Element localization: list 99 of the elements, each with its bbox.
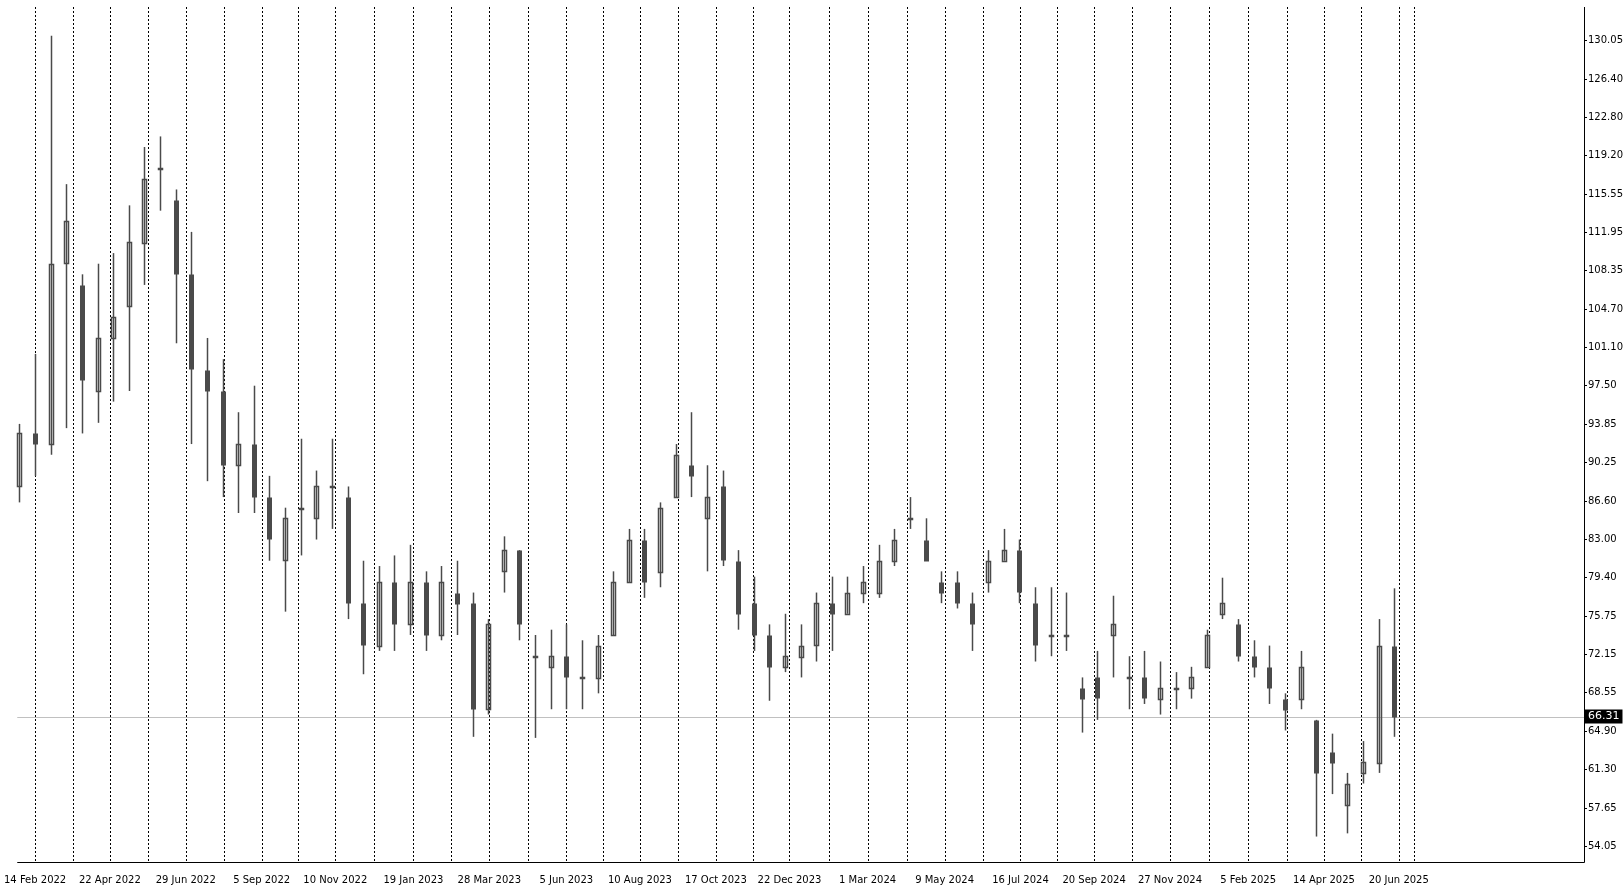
- candlestick: [141, 146, 148, 286]
- candlestick: [1376, 618, 1383, 774]
- candlestick: [689, 411, 694, 498]
- candlestick: [1188, 666, 1195, 700]
- candlestick: [1204, 628, 1211, 669]
- x-tick-label: 28 Mar 2023: [457, 873, 521, 885]
- x-tick-label: 5 Feb 2025: [1220, 873, 1277, 885]
- y-tick-label: 111.95: [1588, 226, 1623, 238]
- candlestick: [626, 528, 633, 584]
- y-tick-label: 90.25: [1588, 456, 1617, 468]
- y-tick-label: 130.05: [1588, 34, 1623, 46]
- candlestick: [205, 337, 210, 482]
- candlestick: [407, 544, 414, 636]
- x-tick-label: 5 Jun 2023: [539, 873, 594, 885]
- y-tick-label: 64.90: [1588, 725, 1617, 737]
- y-tick-label: 86.60: [1588, 494, 1617, 506]
- y-tick-label: 97.50: [1588, 379, 1617, 391]
- x-tick-label: 10 Aug 2023: [607, 873, 672, 885]
- candlestick: [813, 591, 820, 663]
- candlestick: [1095, 650, 1100, 721]
- x-tick-label: 14 Feb 2022: [3, 873, 67, 885]
- x-tick-label: 1 Mar 2024: [839, 873, 897, 885]
- y-tick-label: 108.35: [1588, 264, 1623, 276]
- candlestick: [657, 501, 664, 588]
- candlestick: [782, 613, 789, 673]
- candlestick: [1080, 676, 1085, 734]
- candlestick: [798, 623, 805, 679]
- x-tick-label: 20 Jun 2025: [1368, 873, 1429, 885]
- y-tick-label: 122.80: [1588, 110, 1623, 122]
- y-tick-label: 68.55: [1588, 686, 1617, 698]
- x-tick-label: 5 Sep 2022: [233, 873, 291, 885]
- candlestick: [501, 535, 508, 594]
- candlestick: [891, 528, 898, 567]
- y-tick-label: 126.40: [1588, 72, 1623, 84]
- candlestick: [1001, 528, 1008, 563]
- y-tick-label: 79.40: [1588, 571, 1617, 583]
- candlestick: [1110, 594, 1117, 679]
- candlestick: [1298, 650, 1305, 710]
- y-tick-label: 57.65: [1588, 802, 1617, 814]
- candlestick: [673, 443, 680, 499]
- candlestick: [63, 183, 70, 429]
- x-tick-label: 29 Jun 2022: [155, 873, 216, 885]
- candlestick: [95, 262, 102, 424]
- y-tick-label: 83.00: [1588, 533, 1617, 545]
- candlestick: [704, 464, 711, 573]
- x-tick-label: 22 Dec 2023: [757, 873, 822, 885]
- ref-line-label: 66.31: [1588, 709, 1620, 723]
- x-tick-label: 20 Sep 2024: [1062, 873, 1126, 885]
- candlestick: [1252, 639, 1257, 679]
- y-tick-label: 115.55: [1588, 187, 1623, 199]
- candlestick: [1330, 732, 1335, 795]
- candlestick: [924, 517, 929, 562]
- y-tick-label: 72.15: [1588, 648, 1617, 660]
- candlestick: [282, 506, 289, 613]
- candlestick: [860, 565, 867, 604]
- x-tick-label: 17 Oct 2023: [684, 873, 747, 885]
- y-tick-label: 101.10: [1588, 341, 1623, 353]
- candlestick: [376, 565, 383, 652]
- y-tick-label: 75.75: [1588, 610, 1617, 622]
- candlestick: [126, 204, 133, 392]
- x-tick-label: 16 Jul 2024: [992, 873, 1049, 885]
- candlestick: [33, 353, 38, 477]
- candlestick: [564, 623, 569, 710]
- candlestick: [1360, 740, 1367, 785]
- candlestick: [1219, 576, 1226, 620]
- x-tick-label: 14 Apr 2025: [1293, 873, 1355, 885]
- candlestick: [610, 570, 617, 637]
- candlestick: [16, 423, 23, 504]
- y-tick-label: 93.85: [1588, 418, 1617, 430]
- candlestick: [313, 469, 320, 541]
- candlestick: [485, 618, 492, 716]
- candlestick: [1283, 692, 1288, 732]
- y-tick-label: 54.05: [1588, 840, 1617, 852]
- candlestick: [876, 544, 883, 599]
- candlestick: [548, 628, 555, 710]
- candlestick: [830, 575, 835, 652]
- candlestick: [595, 634, 602, 695]
- y-tick-label: 104.70: [1588, 302, 1623, 314]
- candlestick: [438, 565, 445, 642]
- candlestick: [455, 559, 460, 636]
- y-tick-label: 61.30: [1588, 763, 1617, 775]
- candlestick: [970, 591, 975, 652]
- candlestick: [1157, 660, 1164, 716]
- candlestick: [235, 411, 242, 514]
- x-tick-label: 10 Nov 2022: [303, 873, 368, 885]
- y-tick-label: 119.20: [1588, 149, 1623, 161]
- candlestick: [1344, 772, 1351, 835]
- x-tick-label: 19 Jan 2023: [383, 873, 444, 885]
- x-tick-label: 9 May 2024: [915, 873, 975, 885]
- x-tick-label: 27 Nov 2024: [1137, 873, 1203, 885]
- candlestick: [955, 570, 960, 610]
- x-tick-label: 22 Apr 2022: [78, 873, 141, 885]
- candlestick: [48, 34, 55, 456]
- candlestick: [1142, 650, 1147, 705]
- candlestick: [844, 575, 851, 616]
- candlestick: [939, 570, 944, 604]
- candlestick: [985, 549, 992, 594]
- candlestick: [110, 252, 117, 403]
- candlestick: [1267, 644, 1272, 705]
